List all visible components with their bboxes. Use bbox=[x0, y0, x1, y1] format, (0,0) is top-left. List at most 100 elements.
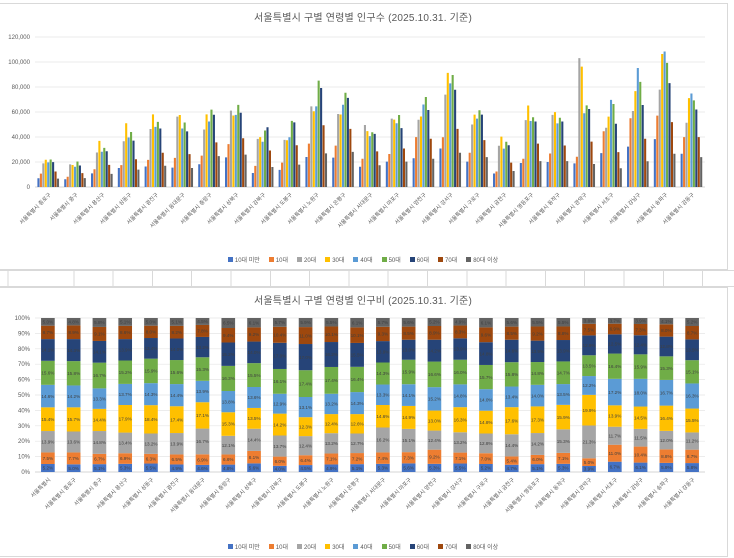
bar-segment[interactable] bbox=[298, 455, 313, 466]
bar-segment[interactable] bbox=[144, 463, 158, 472]
bar-segment[interactable] bbox=[144, 358, 158, 384]
bar[interactable] bbox=[312, 111, 315, 187]
bar-segment[interactable] bbox=[247, 463, 261, 472]
bar[interactable] bbox=[532, 117, 535, 187]
bar-segment[interactable] bbox=[247, 407, 261, 429]
bar-segment[interactable] bbox=[453, 338, 468, 360]
bar[interactable] bbox=[529, 121, 532, 187]
bar-segment[interactable] bbox=[41, 431, 55, 453]
legend-item[interactable]: 70대 bbox=[438, 542, 457, 551]
bar-segment[interactable] bbox=[41, 318, 55, 326]
bar-segment[interactable] bbox=[530, 362, 545, 385]
bar[interactable] bbox=[320, 88, 323, 187]
bar-segment[interactable] bbox=[685, 360, 699, 384]
bar-segment[interactable] bbox=[633, 446, 648, 463]
bar-segment[interactable] bbox=[582, 425, 596, 459]
bar-segment[interactable] bbox=[92, 464, 107, 472]
bar-segment[interactable] bbox=[272, 368, 287, 394]
bar[interactable] bbox=[546, 162, 549, 187]
bar[interactable] bbox=[293, 122, 296, 187]
bar[interactable] bbox=[110, 173, 113, 187]
bar-segment[interactable] bbox=[607, 405, 622, 427]
bar-segment[interactable] bbox=[453, 318, 468, 326]
bar[interactable] bbox=[237, 104, 240, 187]
bar-segment[interactable] bbox=[401, 318, 416, 327]
bar[interactable] bbox=[234, 114, 237, 187]
bar[interactable] bbox=[225, 157, 228, 187]
bar[interactable] bbox=[690, 93, 693, 188]
bar[interactable] bbox=[510, 162, 513, 187]
bar-segment[interactable] bbox=[633, 406, 648, 429]
bar[interactable] bbox=[429, 138, 432, 187]
bar-segment[interactable] bbox=[530, 340, 545, 363]
bar-segment[interactable] bbox=[272, 413, 287, 436]
bar[interactable] bbox=[471, 124, 474, 188]
bar[interactable] bbox=[351, 151, 354, 187]
bar-segment[interactable] bbox=[221, 328, 236, 343]
bar[interactable] bbox=[203, 129, 206, 188]
bar[interactable] bbox=[627, 146, 630, 187]
bar-segment[interactable] bbox=[504, 386, 519, 408]
bar[interactable] bbox=[154, 126, 157, 187]
bar-segment[interactable] bbox=[582, 355, 596, 377]
bar-segment[interactable] bbox=[453, 432, 468, 453]
bar[interactable] bbox=[427, 110, 430, 187]
bar[interactable] bbox=[332, 157, 335, 187]
bar[interactable] bbox=[108, 164, 111, 187]
bar[interactable] bbox=[617, 152, 620, 187]
bar[interactable] bbox=[563, 145, 566, 188]
bar[interactable] bbox=[424, 97, 427, 187]
bar[interactable] bbox=[512, 171, 515, 187]
bar[interactable] bbox=[91, 173, 94, 187]
bar-segment[interactable] bbox=[324, 342, 339, 367]
bar-segment[interactable] bbox=[556, 452, 571, 464]
bar-segment[interactable] bbox=[221, 454, 236, 465]
bar[interactable] bbox=[578, 58, 581, 187]
bar[interactable] bbox=[439, 148, 442, 188]
bar[interactable] bbox=[285, 140, 289, 187]
bar[interactable] bbox=[42, 163, 45, 187]
legend-item[interactable]: 80대 이상 bbox=[466, 542, 498, 551]
bar[interactable] bbox=[227, 144, 230, 187]
bar[interactable] bbox=[524, 120, 527, 187]
bar-segment[interactable] bbox=[607, 323, 622, 335]
bar[interactable] bbox=[52, 162, 55, 187]
bar[interactable] bbox=[339, 114, 342, 188]
bar-segment[interactable] bbox=[376, 341, 390, 363]
bar[interactable] bbox=[324, 153, 328, 187]
bar-segment[interactable] bbox=[118, 383, 133, 406]
bar[interactable] bbox=[590, 141, 593, 187]
bar-segment[interactable] bbox=[118, 453, 133, 464]
bar-segment[interactable] bbox=[272, 318, 287, 327]
bar[interactable] bbox=[580, 66, 583, 187]
bar-segment[interactable] bbox=[427, 463, 442, 472]
bar-segment[interactable] bbox=[247, 386, 261, 408]
bar[interactable] bbox=[290, 120, 293, 187]
bar-segment[interactable] bbox=[324, 318, 339, 327]
bar[interactable] bbox=[602, 131, 605, 187]
bar[interactable] bbox=[373, 133, 376, 187]
bar-segment[interactable] bbox=[427, 387, 442, 411]
bar-segment[interactable] bbox=[324, 393, 339, 415]
bar-segment[interactable] bbox=[427, 318, 442, 327]
bar-segment[interactable] bbox=[298, 327, 313, 345]
bar[interactable] bbox=[366, 131, 369, 187]
bar[interactable] bbox=[105, 151, 108, 187]
bar-segment[interactable] bbox=[556, 463, 571, 472]
bar[interactable] bbox=[539, 161, 542, 187]
legend-item[interactable]: 50대 bbox=[381, 542, 401, 551]
bar-segment[interactable] bbox=[427, 361, 442, 388]
bar-segment[interactable] bbox=[401, 428, 416, 453]
bar-segment[interactable] bbox=[582, 376, 596, 395]
bar-segment[interactable] bbox=[685, 408, 699, 433]
bar[interactable] bbox=[378, 165, 381, 187]
bar-segment[interactable] bbox=[479, 318, 493, 328]
bar[interactable] bbox=[639, 81, 642, 187]
bar[interactable] bbox=[685, 122, 688, 187]
bar-segment[interactable] bbox=[401, 326, 416, 340]
bar-segment[interactable] bbox=[66, 452, 81, 465]
bar-segment[interactable] bbox=[401, 452, 416, 464]
bar-segment[interactable] bbox=[659, 430, 674, 450]
bar-segment[interactable] bbox=[169, 454, 184, 465]
bar-segment[interactable] bbox=[66, 385, 81, 408]
